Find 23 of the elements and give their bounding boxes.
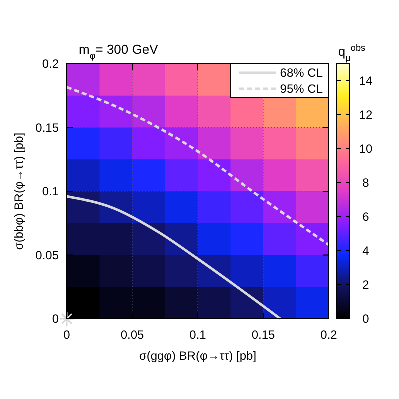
color-bar-label: 6 (362, 210, 370, 224)
y-tick-label: 0.2 (42, 57, 60, 71)
x-axis-title: σ(ggφ) BR(φ→ττ) [pb] (139, 349, 257, 363)
y-tick-label: 0.05 (36, 248, 60, 262)
x-tick-label: 0.15 (252, 328, 276, 342)
x-tick-label: 0.2 (320, 328, 338, 342)
color-bar-label: 2 (362, 278, 370, 292)
x-tick-label: 0.05 (120, 328, 144, 342)
y-tick-label: 0 (52, 312, 60, 326)
x-tick-label: 0.1 (190, 328, 207, 342)
color-bar-label: 10 (359, 142, 373, 156)
y-axis-title: σ(bbφ) BR(φ→ττ) [pb] (12, 132, 26, 250)
y-tick-label: 0.1 (42, 184, 60, 198)
color-bar-label: 8 (362, 176, 370, 190)
x-tick-label: 0 (64, 328, 71, 342)
color-bar-label: 4 (362, 244, 370, 258)
legend-label: 95% CL (280, 82, 324, 96)
color-bar-label: 12 (359, 108, 373, 122)
legend-label: 68% CL (280, 66, 324, 80)
color-bar-label: 14 (359, 74, 373, 88)
chart-title: m$_{φ}$= 300 GeV (79, 42, 159, 61)
color-bar-label: 0 (362, 312, 370, 326)
y-tick-label: 0.15 (36, 120, 60, 135)
